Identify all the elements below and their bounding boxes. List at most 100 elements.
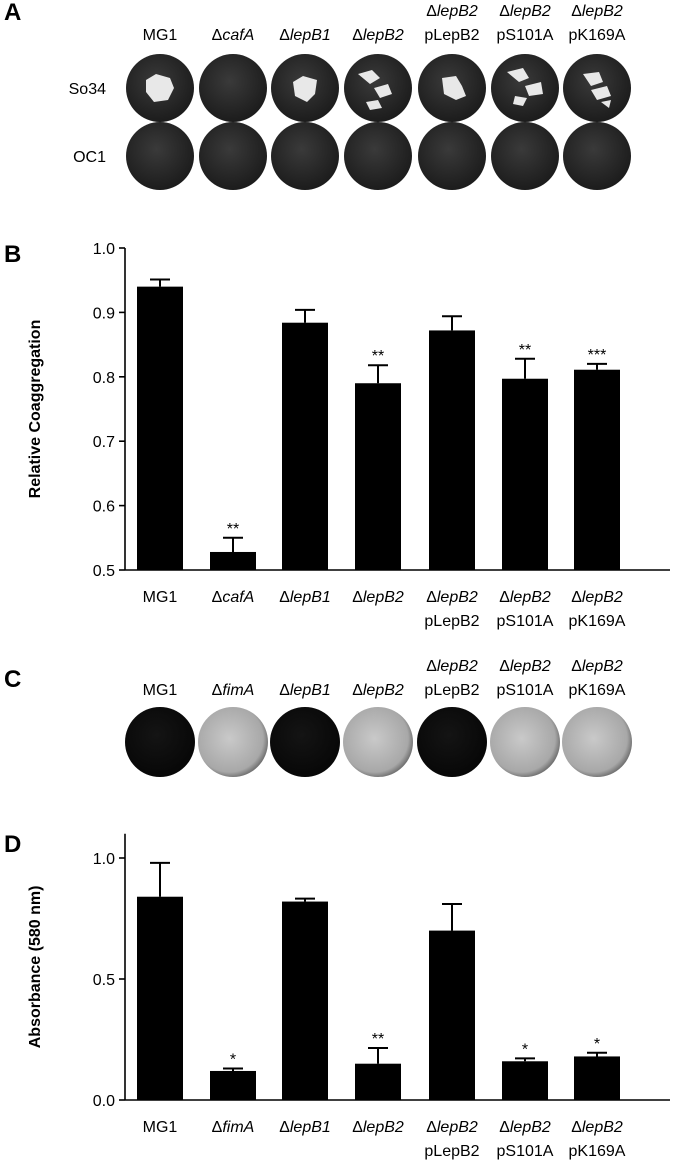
significance: *: [230, 1052, 236, 1069]
error-bar: [295, 897, 315, 902]
row-label: So34: [69, 81, 106, 98]
well-image: [271, 122, 339, 190]
well-image: [125, 707, 195, 777]
error-bar: [515, 1057, 535, 1062]
bar: [502, 1061, 548, 1100]
y-tick-label: 1.0: [93, 851, 115, 868]
well-image: [563, 122, 631, 190]
row-label: OC1: [73, 149, 106, 166]
well-image: [199, 54, 267, 122]
panel-letter: A: [4, 0, 21, 26]
x-tick-label: ΔcafA: [212, 589, 255, 606]
well-image: [199, 122, 267, 190]
well-image: [270, 707, 340, 777]
error-bar: [587, 362, 607, 370]
well-image: [490, 707, 560, 777]
x-tick-label: pLepB2: [424, 613, 479, 630]
column-label: ΔlepB2: [499, 3, 551, 20]
significance: **: [372, 348, 384, 365]
bar: [355, 1063, 401, 1100]
panel-letter: C: [4, 666, 21, 693]
x-tick-label: ΔlepB2: [352, 589, 404, 606]
well-image: [343, 707, 413, 777]
y-axis-label: Absorbance (580 nm): [27, 886, 44, 1049]
x-tick-label: pK169A: [569, 1143, 626, 1160]
error-bar: [295, 308, 315, 323]
column-label: MG1: [143, 27, 178, 44]
column-label: pS101A: [497, 682, 554, 699]
x-tick-label: pS101A: [497, 613, 554, 630]
bar: [355, 383, 401, 570]
x-tick-label: ΔlepB2: [571, 1119, 623, 1136]
column-label: ΔlepB1: [279, 682, 331, 699]
x-tick-label: ΔfimA: [212, 1119, 255, 1136]
bar: [137, 896, 183, 1100]
column-label: ΔlepB2: [352, 682, 404, 699]
x-tick-label: ΔlepB2: [426, 1119, 478, 1136]
significance: *: [522, 1041, 528, 1058]
column-label: pK169A: [569, 27, 626, 44]
y-tick-label: 0.7: [93, 434, 115, 451]
aggregate: [442, 76, 466, 100]
x-tick-label: ΔlepB1: [279, 1119, 331, 1136]
well-image: [418, 122, 486, 190]
aggregate: [507, 68, 543, 106]
column-label: ΔlepB1: [279, 27, 331, 44]
well-image: [563, 54, 631, 122]
y-axis-label: Relative Coaggregation: [27, 320, 44, 499]
error-bar: [223, 536, 243, 552]
column-label: ΔlepB2: [571, 658, 623, 675]
error-bar: [587, 1051, 607, 1057]
column-label: ΔlepB2: [426, 658, 478, 675]
aggregate: [146, 74, 174, 102]
x-tick-label: pK169A: [569, 613, 626, 630]
error-bar: [150, 278, 170, 287]
well-image: [417, 707, 487, 777]
significance: *: [594, 1036, 600, 1053]
significance: **: [519, 342, 531, 359]
bar: [210, 551, 256, 570]
significance: **: [372, 1031, 384, 1048]
y-tick-label: 0.0: [93, 1093, 115, 1110]
bar: [502, 378, 548, 570]
significance: **: [227, 521, 239, 538]
column-label: ΔlepB2: [426, 3, 478, 20]
well-image: [491, 54, 559, 122]
column-label: pK169A: [569, 682, 626, 699]
aggregate: [358, 70, 392, 110]
significance: ***: [588, 347, 607, 364]
column-label: pS101A: [497, 27, 554, 44]
error-bar: [368, 364, 388, 384]
bar: [429, 330, 475, 570]
column-label: ΔcafA: [212, 27, 255, 44]
aggregate: [583, 72, 611, 108]
column-label: MG1: [143, 682, 178, 699]
well-image: [491, 122, 559, 190]
bar: [282, 901, 328, 1100]
bar: [282, 322, 328, 570]
x-tick-label: ΔlepB2: [352, 1119, 404, 1136]
bar: [574, 1056, 620, 1100]
x-tick-label: ΔlepB2: [499, 1119, 551, 1136]
well-image: [344, 122, 412, 190]
well-image: [126, 122, 194, 190]
column-label: pLepB2: [424, 682, 479, 699]
y-tick-label: 0.9: [93, 305, 115, 322]
error-bar: [442, 315, 462, 331]
column-label: ΔlepB2: [352, 27, 404, 44]
y-tick-label: 0.6: [93, 499, 115, 516]
error-bar: [150, 861, 170, 897]
x-tick-label: ΔlepB2: [499, 589, 551, 606]
column-label: pLepB2: [424, 27, 479, 44]
aggregate: [293, 76, 317, 102]
x-tick-label: ΔlepB1: [279, 589, 331, 606]
column-label: ΔlepB2: [571, 3, 623, 20]
error-bar: [442, 902, 462, 931]
well-image: [198, 707, 268, 777]
y-tick-label: 1.0: [93, 241, 115, 258]
column-label: ΔlepB2: [499, 658, 551, 675]
panel-letter: B: [4, 241, 21, 268]
bar: [574, 369, 620, 570]
error-bar: [223, 1067, 243, 1071]
